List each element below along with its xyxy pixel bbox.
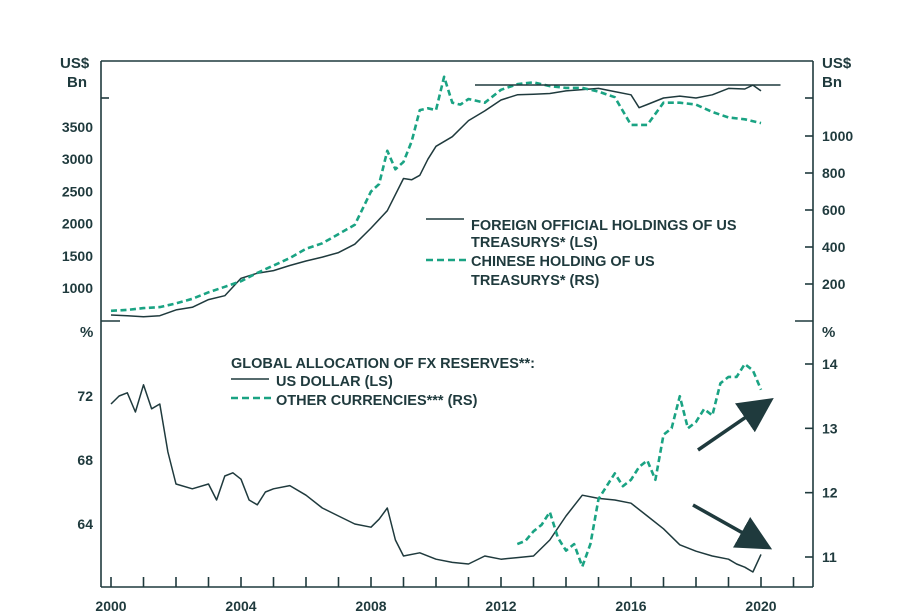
- x-tick-label-3: 2012: [485, 598, 516, 614]
- series-line-0-0: [110, 84, 762, 318]
- top-right-unit-line1: US$: [822, 55, 852, 72]
- left-tick-label-0-1: 1500: [62, 248, 93, 264]
- left-tick-label-0-4: 3000: [62, 151, 93, 167]
- x-tick-label-5: 2020: [745, 598, 776, 614]
- legend-entry-1-line1: FOREIGN OFFICIAL HOLDINGS OF US: [471, 218, 737, 234]
- legend-title: GLOBAL ALLOCATION OF FX RESERVES**:: [231, 356, 535, 372]
- arrow-down: [692, 503, 773, 550]
- axis-ticks: 1000 1500 2000 2500 3000 3500 200 400 600 800 1000…: [62, 97, 853, 614]
- arrow-up: [697, 398, 774, 452]
- x-tick-label-1: 2004: [225, 598, 256, 614]
- left-tick-label-1-2: 72: [77, 388, 93, 404]
- right-tick-label-0-2: 600: [822, 202, 846, 218]
- left-tick-label-0-2: 2000: [62, 216, 93, 232]
- chart-frame: [100, 60, 814, 588]
- left-tick-label-0-0: 1000: [62, 280, 93, 296]
- legend-entry-2-line2: TREASURYS* (RS): [471, 273, 600, 289]
- right-tick-label-0-0: 200: [822, 276, 846, 292]
- x-tick-label-4: 2016: [615, 598, 646, 614]
- right-tick-label-1-2: 13: [822, 420, 838, 436]
- legend-usd: US DOLLAR (LS): [276, 374, 393, 390]
- right-tick-label-0-4: 1000: [822, 128, 853, 144]
- right-tick-label-1-1: 12: [822, 485, 838, 501]
- bottom-right-unit: %: [822, 324, 835, 341]
- series-line-1-0: [110, 384, 762, 573]
- right-tick-label-1-3: 14: [822, 356, 838, 372]
- x-tick-label-2: 2008: [355, 598, 386, 614]
- series-line-0-1: [110, 75, 762, 313]
- right-tick-label-0-3: 800: [822, 165, 846, 181]
- x-tick-label-0: 2000: [95, 598, 126, 614]
- left-tick-label-0-3: 2500: [62, 183, 93, 199]
- left-tick-label-1-0: 64: [77, 516, 93, 532]
- top-left-unit-line2: Bn: [67, 74, 87, 91]
- right-tick-label-0-1: 400: [822, 239, 846, 255]
- top-legend: FOREIGN OFFICIAL HOLDINGS OF US TREASURY…: [426, 218, 737, 289]
- legend-entry-2-line1: CHINESE HOLDING OF US: [471, 254, 655, 270]
- left-tick-label-0-5: 3500: [62, 119, 93, 135]
- right-tick-label-1-0: 11: [822, 549, 837, 565]
- series-layer: [110, 75, 781, 573]
- top-left-unit-line1: US$: [60, 55, 90, 72]
- legend-other: OTHER CURRENCIES*** (RS): [276, 393, 478, 409]
- legend-entry-1-line2: TREASURYS* (LS): [471, 235, 598, 251]
- series-line-1-1: [516, 362, 763, 568]
- bottom-legend: GLOBAL ALLOCATION OF FX RESERVES**: US D…: [231, 356, 535, 409]
- top-right-unit-line2: Bn: [822, 74, 842, 91]
- bottom-left-unit: %: [80, 324, 93, 341]
- left-tick-label-1-1: 68: [77, 452, 93, 468]
